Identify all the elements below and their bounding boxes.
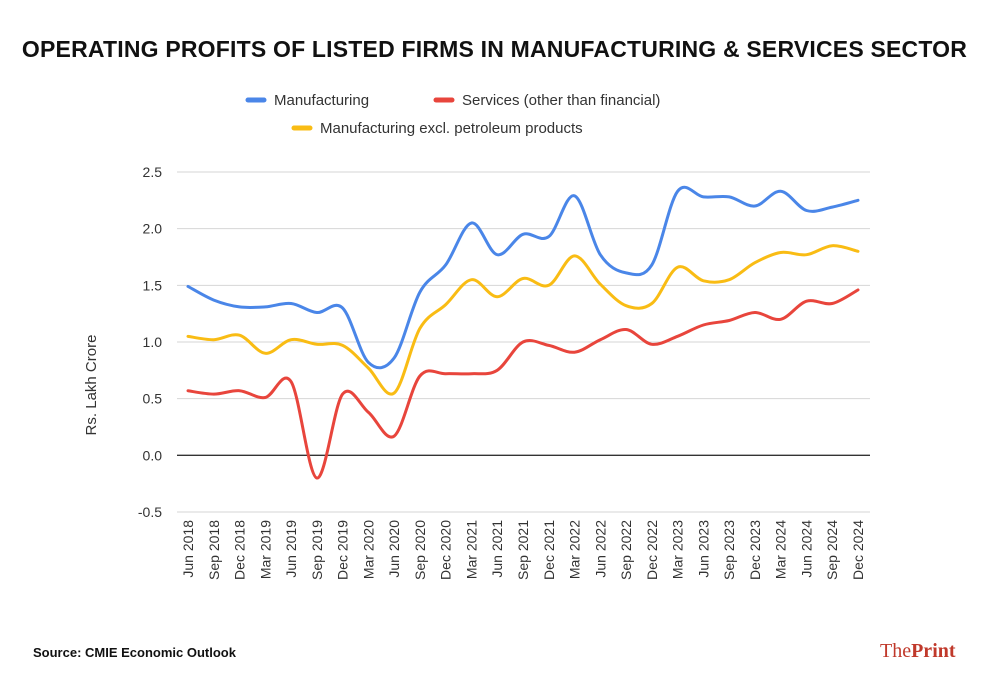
x-tick-label: Mar 2019 [257, 520, 273, 579]
x-tick-label: Sep 2023 [721, 520, 737, 580]
x-tick-label: Mar 2021 [463, 520, 479, 579]
source-note: Source: CMIE Economic Outlook [33, 645, 236, 660]
x-tick-label: Sep 2020 [412, 520, 428, 580]
x-tick-label: Mar 2024 [773, 520, 789, 579]
x-tick-label: Sep 2019 [309, 520, 325, 580]
series-line-manufacturing [186, 185, 860, 370]
y-tick-label: 2.5 [143, 164, 163, 180]
x-tick-label: Sep 2022 [618, 520, 634, 580]
x-axis-ticks: Jun 2018 Sep 2018 Dec 2018 Mar 2019 Jun 2019… [180, 520, 866, 580]
y-tick-label: 0.5 [143, 391, 163, 407]
x-tick-label: Jun 2024 [798, 520, 814, 578]
y-axis-label: Rs. Lakh Crore [83, 335, 100, 436]
brand-logo: ThePrint [880, 640, 956, 662]
series-line-services-other-than-financial [186, 288, 860, 480]
y-tick-label: -0.5 [138, 504, 162, 520]
y-tick-label: 2.0 [143, 221, 163, 237]
x-tick-label: Mar 2023 [670, 520, 686, 579]
x-tick-label: Mar 2020 [360, 520, 376, 579]
series-lines [186, 185, 860, 480]
x-tick-label: Sep 2021 [515, 520, 531, 580]
x-tick-label: Sep 2018 [206, 520, 222, 580]
x-tick-label: Sep 2024 [824, 520, 840, 580]
y-axis-ticks: 2.5 2.0 1.5 1.0 0.5 0.0 -0.5 [138, 164, 162, 520]
series-line-manufacturing-excl-petroleum-products [186, 244, 860, 396]
x-tick-label: Jun 2020 [386, 520, 402, 578]
legend-label: Services (other than financial) [462, 92, 660, 109]
y-tick-label: 1.5 [143, 277, 163, 293]
x-tick-label: Jun 2018 [180, 520, 196, 578]
legend-label: Manufacturing excl. petroleum products [320, 120, 583, 137]
x-tick-label: Dec 2022 [644, 520, 660, 580]
x-tick-label: Dec 2019 [335, 520, 351, 580]
x-tick-label: Dec 2020 [438, 520, 454, 580]
x-tick-label: Mar 2022 [567, 520, 583, 579]
y-tick-label: 0.0 [143, 447, 163, 463]
x-tick-label: Dec 2021 [541, 520, 557, 580]
x-tick-label: Dec 2023 [747, 520, 763, 580]
x-tick-label: Jun 2021 [489, 520, 505, 578]
x-tick-label: Jun 2019 [283, 520, 299, 578]
x-tick-label: Dec 2024 [850, 520, 866, 580]
x-tick-label: Jun 2023 [695, 520, 711, 578]
x-tick-label: Jun 2022 [592, 520, 608, 578]
legend: Manufacturing Services (other than financ… [245, 92, 660, 137]
gridlines [177, 171, 870, 513]
y-tick-label: 1.0 [143, 334, 163, 350]
legend-label: Manufacturing [274, 92, 369, 109]
x-tick-label: Dec 2018 [232, 520, 248, 580]
chart-title: OPERATING PROFITS OF LISTED FIRMS IN MAN… [21, 36, 968, 62]
